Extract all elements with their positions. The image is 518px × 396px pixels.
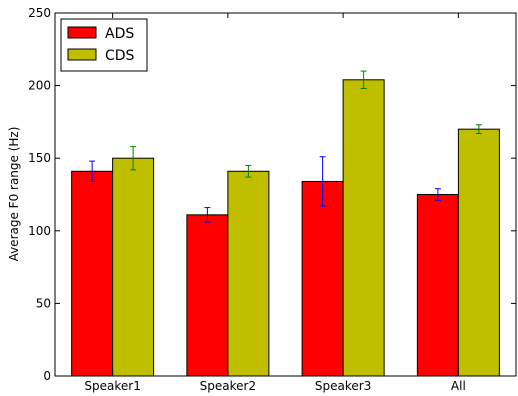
error-bar-cds-speaker2 bbox=[245, 164, 252, 178]
y-tick-label: 150 bbox=[28, 151, 51, 165]
bar-cds-speaker2 bbox=[227, 170, 270, 377]
legend: ADS CDS bbox=[60, 18, 148, 72]
plot-frame bbox=[54, 12, 517, 377]
legend-label-cds: CDS bbox=[105, 48, 135, 64]
x-tick-label: Speaker1 bbox=[84, 379, 140, 393]
x-tick-label: All bbox=[451, 379, 466, 393]
bar-ads-all bbox=[416, 194, 459, 377]
y-tick-label: 250 bbox=[28, 6, 51, 20]
x-tick-label: Speaker2 bbox=[200, 379, 256, 393]
bar-ads-speaker2 bbox=[186, 214, 229, 377]
error-bar-ads-speaker1 bbox=[89, 160, 96, 182]
bar-cds-speaker3 bbox=[342, 79, 385, 377]
error-bar-ads-all bbox=[434, 188, 441, 201]
bar-cds-speaker1 bbox=[112, 157, 155, 377]
error-bar-ads-speaker3 bbox=[319, 156, 326, 207]
legend-swatch-ads bbox=[67, 26, 97, 39]
y-tick-label: 100 bbox=[28, 224, 51, 238]
legend-label-ads: ADS bbox=[105, 26, 134, 42]
y-axis-label: Average F0 range (Hz) bbox=[7, 127, 21, 262]
x-tick-label: Speaker3 bbox=[315, 379, 371, 393]
error-bar-ads-speaker2 bbox=[204, 207, 211, 223]
bar-cds-all bbox=[457, 128, 500, 377]
error-bar-cds-speaker1 bbox=[130, 146, 137, 171]
legend-swatch-cds bbox=[67, 48, 97, 61]
error-bar-cds-speaker3 bbox=[360, 70, 367, 90]
y-tick-label: 0 bbox=[43, 369, 51, 383]
y-tick-label: 200 bbox=[28, 79, 51, 93]
error-bar-cds-all bbox=[475, 124, 482, 135]
bar-ads-speaker3 bbox=[301, 180, 344, 377]
y-tick-label: 50 bbox=[36, 296, 51, 310]
bar-ads-speaker1 bbox=[71, 170, 114, 377]
plot-area: Speaker1 Speaker2 Speaker3 All 0 50 100 150 200 2… bbox=[28, 6, 517, 393]
